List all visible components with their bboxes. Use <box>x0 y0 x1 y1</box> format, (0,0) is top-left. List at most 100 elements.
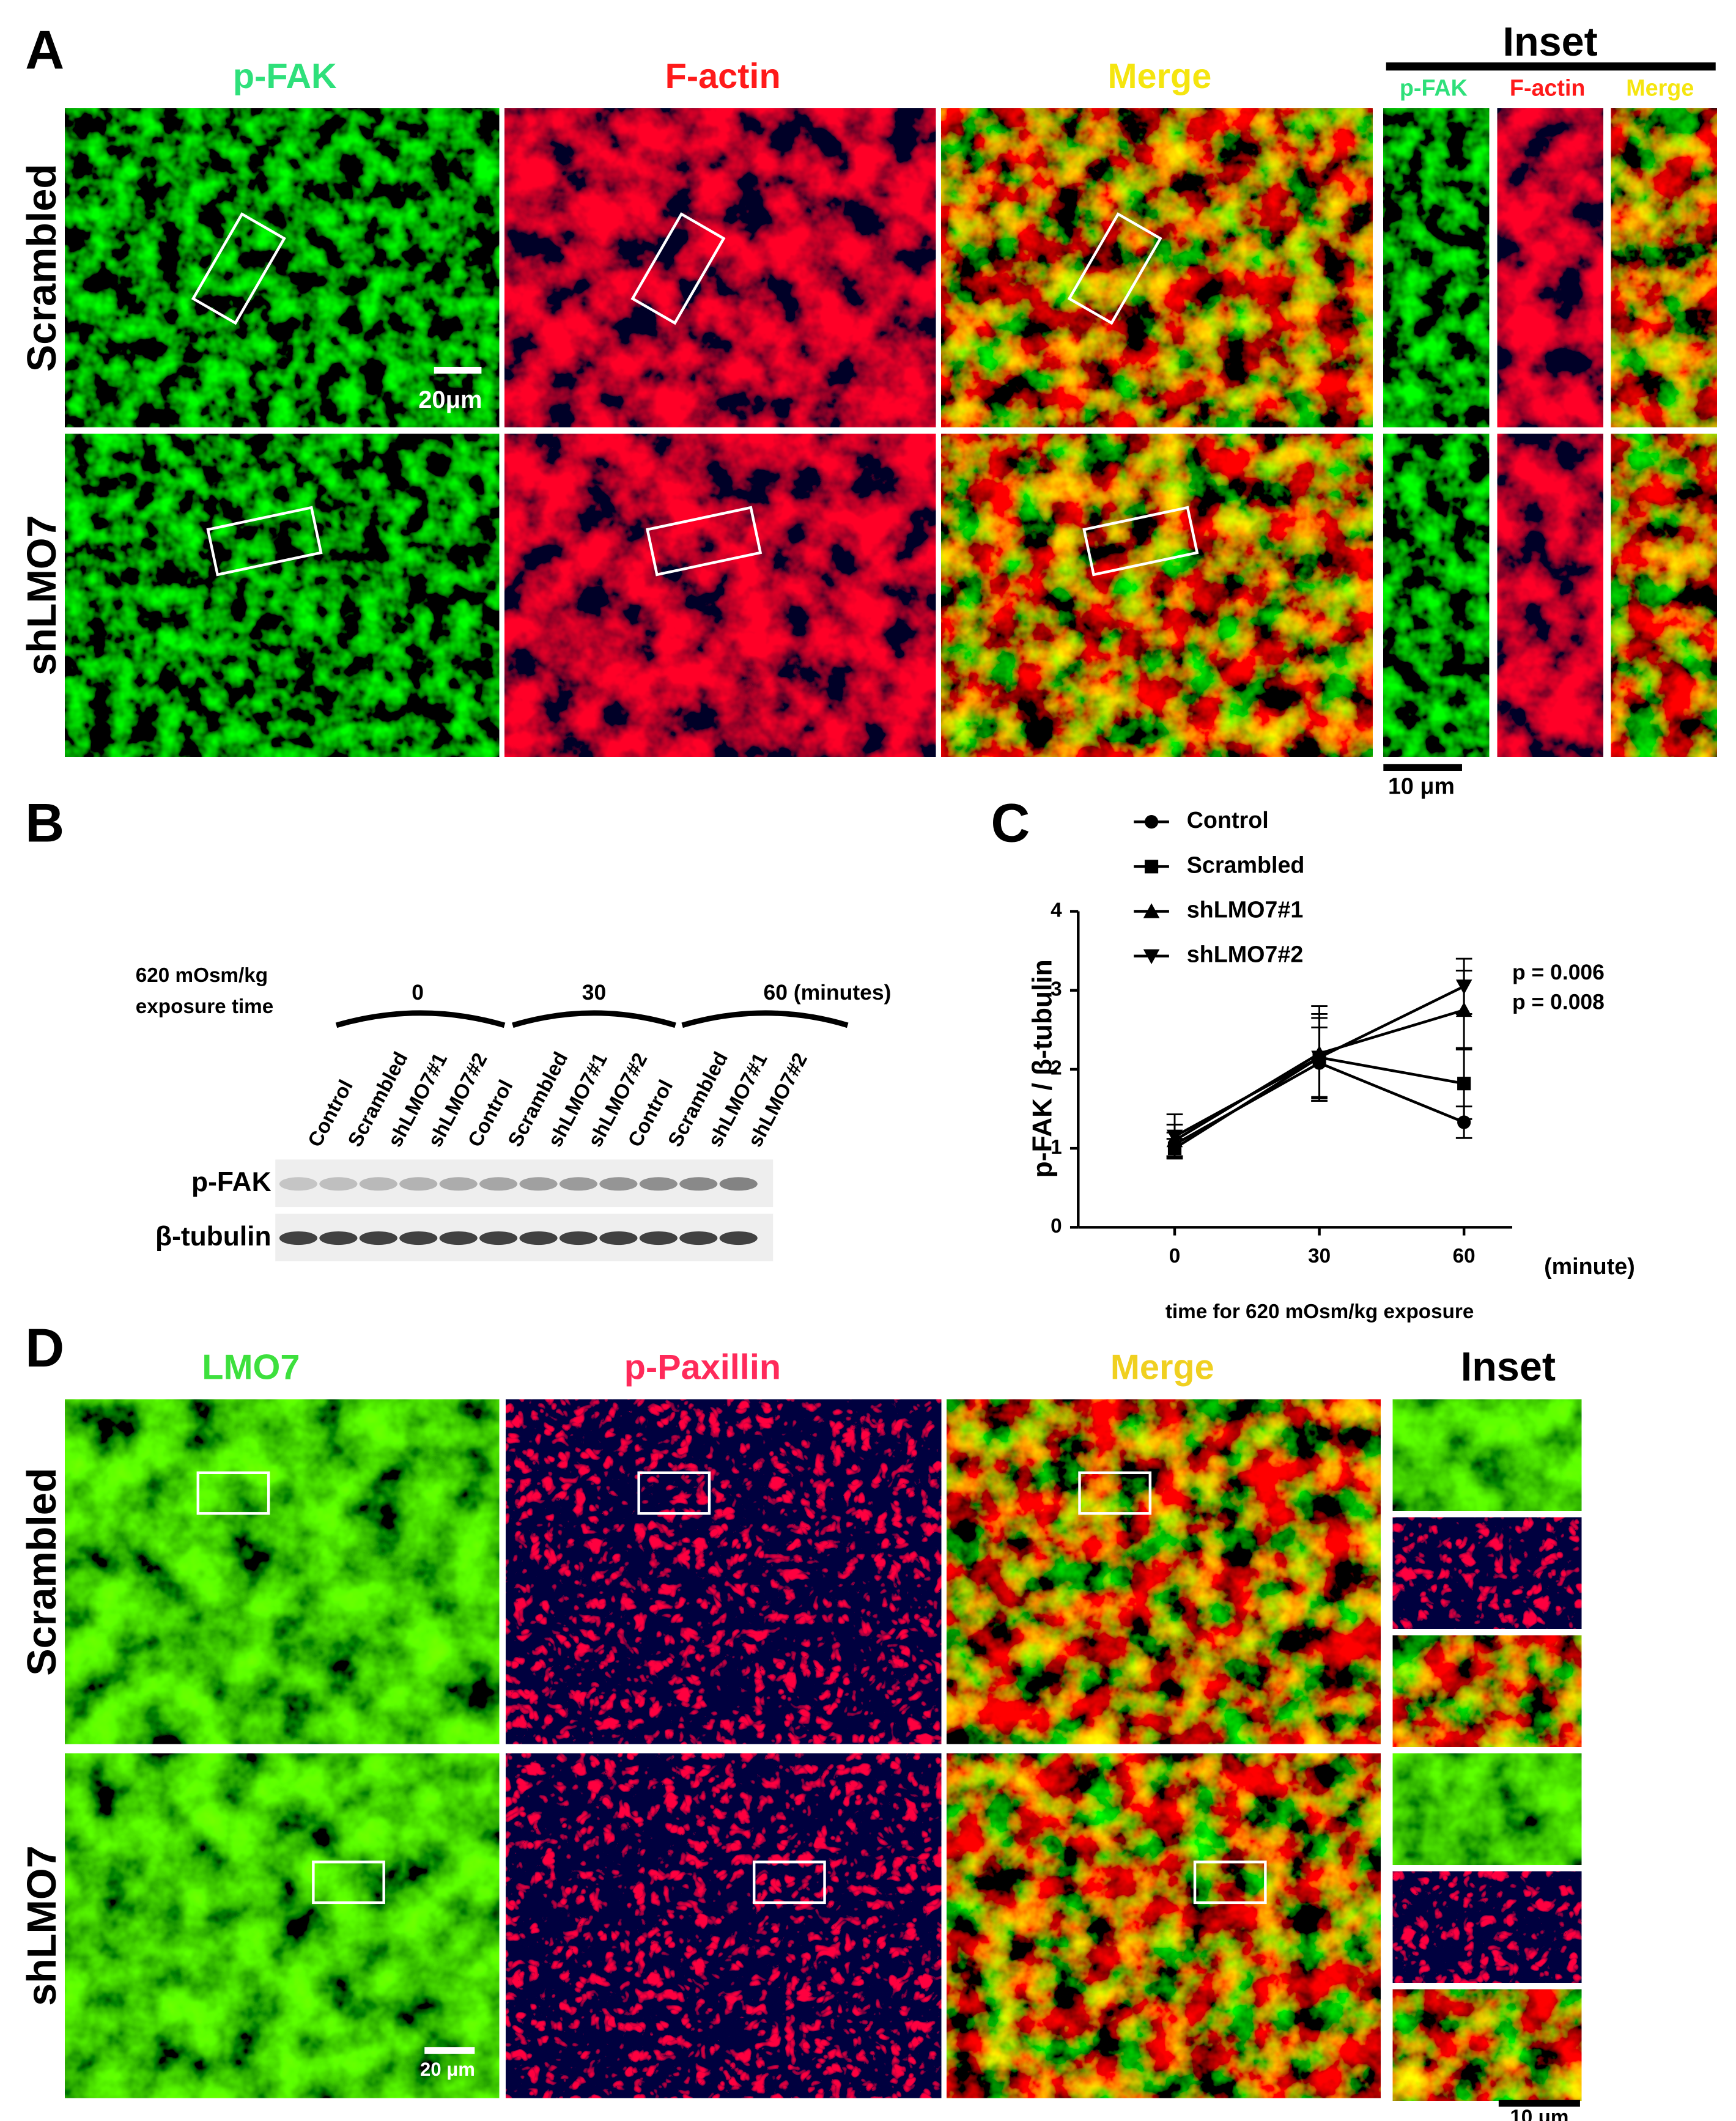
micrograph <box>504 108 936 427</box>
legend-marker <box>1144 860 1159 874</box>
roi-box <box>312 1861 385 1905</box>
band <box>639 1231 678 1245</box>
label: 620 mOsm/kg <box>136 964 268 987</box>
label: exposure time <box>136 995 273 1018</box>
blot-label: p-FAK <box>191 1167 271 1197</box>
row-label: shLMO7 <box>20 515 65 676</box>
scale-bar-label: 10 μm <box>1388 773 1455 799</box>
column-title: p-FAK <box>233 57 337 96</box>
micrograph <box>506 1399 942 1744</box>
inset-column-title: p-FAK <box>1400 75 1468 100</box>
micrograph <box>65 1753 500 2098</box>
inset-title: Inset <box>1461 1345 1556 1390</box>
inset-micrograph <box>1497 433 1603 757</box>
y-tick-label: 3 <box>1051 978 1062 1001</box>
micrograph <box>947 1399 1381 1744</box>
band <box>439 1177 478 1191</box>
band <box>599 1177 638 1191</box>
band <box>559 1177 598 1191</box>
scale-bar-label: 20 μm <box>420 2059 475 2080</box>
band <box>399 1231 438 1245</box>
time-point: 30 <box>582 980 606 1005</box>
band <box>279 1177 318 1191</box>
y-tick-label: 2 <box>1051 1057 1062 1080</box>
roi-box <box>630 212 726 325</box>
inset-micrograph <box>1497 108 1603 427</box>
row-label: shLMO7 <box>20 1845 65 2005</box>
legend-marker <box>1144 815 1159 829</box>
roi-box <box>637 1471 711 1515</box>
column-title: Merge <box>1107 57 1211 96</box>
legend-label: shLMO7#1 <box>1187 896 1304 922</box>
micrograph <box>65 108 500 427</box>
band <box>319 1177 358 1191</box>
data-point <box>1455 979 1472 995</box>
scale-bar-label: 20μm <box>418 386 482 413</box>
roi-box <box>1193 1861 1267 1905</box>
column-title: Merge <box>1110 1348 1214 1387</box>
y-tick-label: 0 <box>1051 1215 1062 1238</box>
time-point: 60 (minutes) <box>764 980 892 1005</box>
inset-title: Inset <box>1503 20 1598 65</box>
inset-micrograph <box>1383 108 1490 427</box>
data-point <box>1311 1050 1328 1066</box>
band <box>679 1231 718 1245</box>
y-tick-label: 1 <box>1051 1136 1062 1159</box>
roi-box <box>1082 506 1199 577</box>
roi-box <box>752 1861 826 1905</box>
roi-box <box>191 212 286 325</box>
band <box>519 1177 558 1191</box>
label: A <box>25 20 64 80</box>
micrograph <box>941 108 1373 427</box>
band <box>719 1177 758 1191</box>
band <box>279 1231 318 1245</box>
label: B <box>25 792 64 853</box>
legend-marker <box>1143 949 1160 965</box>
legend-label: Control <box>1187 807 1269 833</box>
inset-micrograph <box>1383 433 1490 757</box>
micrograph <box>941 433 1373 757</box>
y-axis-label: p-FAK / β-tubulin <box>1028 959 1058 1178</box>
micrograph <box>504 433 936 757</box>
x-unit: (minute) <box>1544 1253 1635 1279</box>
inset-column-title: F-actin <box>1510 75 1586 100</box>
band <box>519 1231 558 1245</box>
inset-micrograph <box>1392 1399 1582 1511</box>
label: D <box>25 1318 64 1378</box>
band <box>719 1231 758 1245</box>
scale-bar-label: 10 μm <box>1510 2106 1568 2121</box>
roi-box <box>196 1471 270 1515</box>
micrograph <box>65 433 500 757</box>
band <box>479 1177 518 1191</box>
inset-micrograph <box>1392 1989 1582 2101</box>
legend-label: Scrambled <box>1187 852 1305 877</box>
inset-micrograph <box>1392 1753 1582 1865</box>
bracket <box>512 1010 676 1028</box>
x-tick-label: 0 <box>1169 1245 1181 1267</box>
band <box>599 1231 638 1245</box>
band <box>359 1177 397 1191</box>
roi-box <box>1078 1471 1152 1515</box>
label: C <box>991 792 1030 853</box>
inset-micrograph <box>1392 1635 1582 1747</box>
band <box>479 1231 518 1245</box>
band <box>359 1231 397 1245</box>
column-title: F-actin <box>665 57 781 96</box>
inset-micrograph <box>1611 433 1717 757</box>
legend-marker <box>1143 903 1160 918</box>
inset-column-title: Merge <box>1626 75 1694 100</box>
data-point <box>1166 1129 1183 1145</box>
x-tick-label: 30 <box>1308 1245 1331 1267</box>
band <box>439 1231 478 1245</box>
column-title: LMO7 <box>202 1348 300 1387</box>
band <box>399 1177 438 1191</box>
time-point: 0 <box>412 980 424 1005</box>
micrograph <box>65 1399 500 1744</box>
micrograph <box>506 1753 942 2098</box>
band <box>319 1231 358 1245</box>
row-label: Scrambled <box>20 1468 65 1676</box>
inset-micrograph <box>1392 1517 1582 1629</box>
bracket <box>681 1010 849 1028</box>
blot-label: β-tubulin <box>155 1222 271 1252</box>
bracket <box>335 1010 506 1028</box>
